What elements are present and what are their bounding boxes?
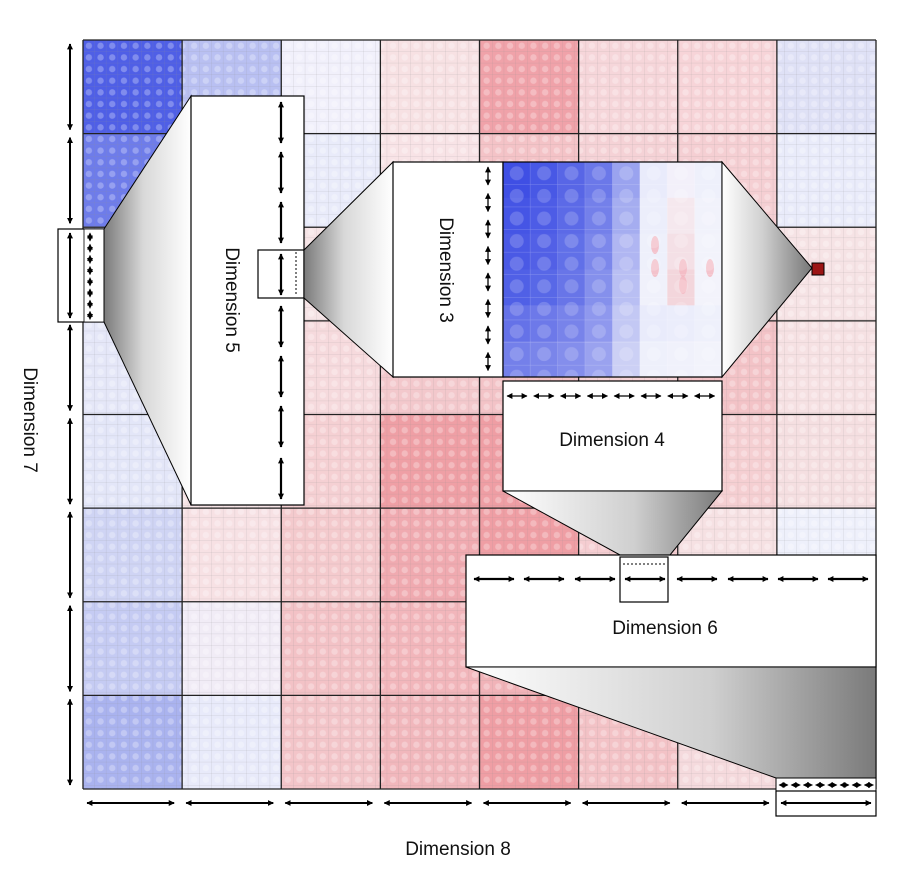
single-cell-callout (721, 160, 825, 379)
dimension-5-callout: Dimension 5 (57, 94, 305, 506)
dimension-3-label: Dimension 3 (435, 217, 456, 323)
single-cell-marker (811, 262, 825, 276)
dimension-8-label: Dimension 8 (405, 839, 511, 860)
dimension-6-callout: Dimension 6 (465, 554, 877, 817)
dimension-3-callout: Dimension 3 (303, 160, 504, 379)
dimension-7-label: Dimension 7 (19, 367, 40, 473)
dimension-6-label: Dimension 6 (612, 618, 718, 639)
dimension-5-label: Dimension 5 (221, 247, 242, 353)
zoomed-fine-grid (503, 162, 722, 377)
dimension-4-label: Dimension 4 (559, 430, 665, 451)
